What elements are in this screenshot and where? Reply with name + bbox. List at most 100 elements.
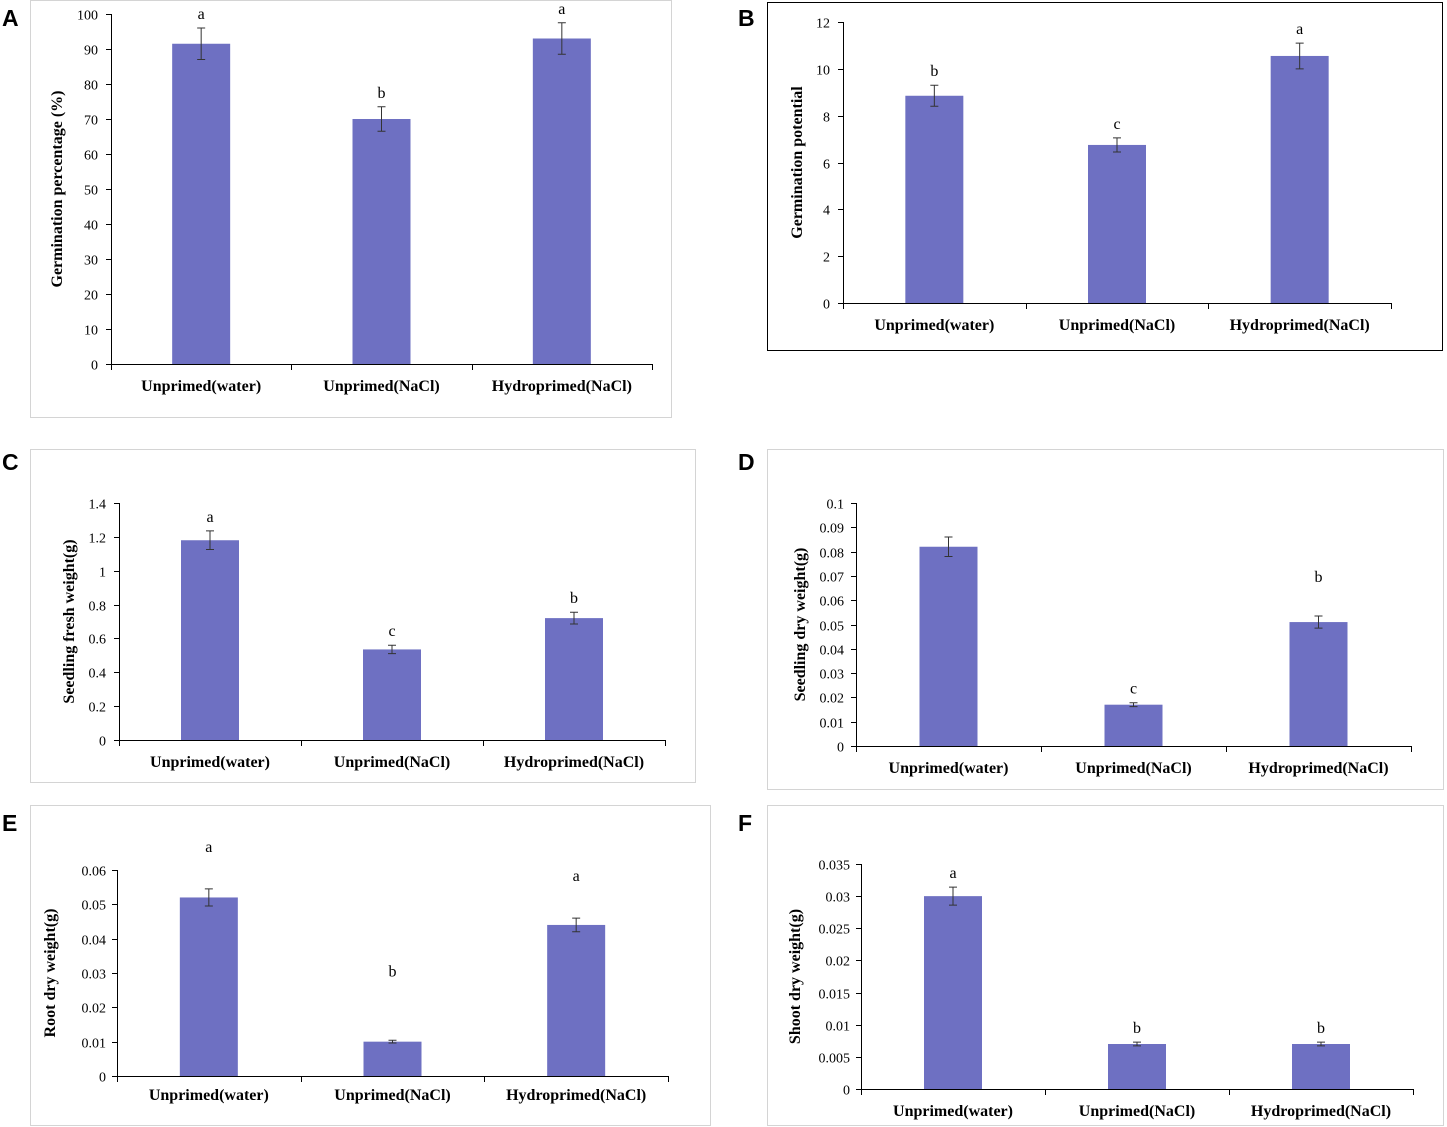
panel-d-ytick-label: 0 bbox=[837, 741, 844, 756]
panel-f-plot: 00.0050.010.0150.020.0250.030.035aUnprim… bbox=[787, 859, 1414, 1121]
panel-e: E 00.010.020.030.040.050.06aUnprimed(wat… bbox=[2, 806, 711, 1126]
panel-e-category-label: Unprimed(NaCl) bbox=[334, 1087, 450, 1104]
panel-c-ytick-label: 0 bbox=[99, 735, 106, 750]
panel-c-bar bbox=[545, 618, 603, 740]
panel-f-ytick-label: 0.01 bbox=[826, 1020, 851, 1035]
panel-a-ytick-label: 10 bbox=[84, 324, 98, 339]
panel-e-bar bbox=[364, 1042, 422, 1076]
panel-b-ytick-label: 0 bbox=[823, 298, 830, 313]
panel-a-letter: A bbox=[2, 5, 19, 31]
panel-b-ytick-label: 2 bbox=[823, 251, 830, 266]
panel-e-significance-label: b bbox=[389, 963, 397, 980]
panel-b-bar bbox=[905, 96, 963, 303]
panel-b-bar bbox=[1271, 56, 1329, 303]
panel-d: D 00.010.020.030.040.050.060.070.080.090… bbox=[738, 449, 1444, 790]
panel-c-letter: C bbox=[2, 449, 19, 475]
panel-e-ytick-label: 0.03 bbox=[82, 968, 107, 983]
panel-d-category-label: Unprimed(NaCl) bbox=[1075, 760, 1191, 777]
panel-f-ytick-label: 0.025 bbox=[819, 923, 851, 938]
panel-a-ytick-label: 50 bbox=[84, 184, 98, 199]
panel-d-ytick-label: 0.05 bbox=[820, 620, 845, 635]
panel-b-ytick-label: 4 bbox=[823, 204, 830, 219]
panel-d-ytick-label: 0.08 bbox=[820, 547, 845, 562]
panel-d-plot: 00.010.020.030.040.050.060.070.080.090.1… bbox=[792, 498, 1412, 778]
panel-d-significance-label: b bbox=[1315, 569, 1323, 586]
panel-d-category-label: Hydroprimed(NaCl) bbox=[1248, 760, 1388, 777]
panel-d-y-axis-title: Seedling dry weight(g) bbox=[792, 548, 809, 702]
panel-f-ytick-label: 0.035 bbox=[819, 859, 851, 874]
panel-e-frame bbox=[31, 806, 711, 1126]
panel-c-significance-label: c bbox=[388, 623, 395, 640]
panel-c-plot: 00.20.40.60.811.21.4aUnprimed(water)cUnp… bbox=[61, 498, 666, 772]
panel-d-category-label: Unprimed(water) bbox=[889, 760, 1009, 777]
panel-c-bar bbox=[363, 649, 421, 740]
panel-f-bar bbox=[924, 896, 982, 1089]
panel-d-ytick-label: 0.1 bbox=[827, 498, 845, 513]
panel-a-ytick-label: 70 bbox=[84, 114, 98, 129]
panel-b-significance-label: b bbox=[930, 63, 938, 80]
panel-e-ytick-label: 0.04 bbox=[82, 934, 107, 949]
panel-f: F 00.0050.010.0150.020.0250.030.035aUnpr… bbox=[738, 806, 1444, 1126]
panel-f-y-axis-title: Shoot dry weight(g) bbox=[787, 909, 804, 1044]
panel-d-significance-label: c bbox=[1130, 681, 1137, 698]
panel-e-significance-label: a bbox=[573, 868, 580, 885]
panel-b: B 024681012bUnprimed(water)cUnprimed(NaC… bbox=[738, 3, 1443, 351]
panel-d-letter: D bbox=[738, 449, 755, 475]
panel-d-bar bbox=[1105, 705, 1163, 746]
panel-a-ytick-label: 40 bbox=[84, 219, 98, 234]
panel-a-plot: 0102030405060708090100aUnprimed(water)bU… bbox=[49, 1, 653, 395]
panel-d-ytick-label: 0.01 bbox=[820, 717, 845, 732]
panel-e-plot: 00.010.020.030.040.050.06aUnprimed(water… bbox=[42, 839, 669, 1104]
panel-a-significance-label: a bbox=[198, 6, 205, 23]
panel-b-bar bbox=[1088, 145, 1146, 303]
panel-f-category-label: Unprimed(NaCl) bbox=[1079, 1103, 1195, 1120]
panel-d-ytick-label: 0.06 bbox=[820, 595, 845, 610]
panel-c-ytick-label: 0.4 bbox=[89, 667, 107, 682]
panel-e-ytick-label: 0.05 bbox=[82, 899, 107, 914]
panel-c-category-label: Hydroprimed(NaCl) bbox=[504, 754, 644, 771]
panel-f-significance-label: b bbox=[1317, 1020, 1325, 1037]
panel-d-ytick-label: 0.02 bbox=[820, 692, 845, 707]
panel-c-ytick-label: 0.6 bbox=[89, 633, 107, 648]
panel-d-ytick-label: 0.04 bbox=[820, 644, 845, 659]
panel-b-y-axis-title: Germination potential bbox=[789, 86, 806, 239]
panel-e-ytick-label: 0 bbox=[99, 1071, 106, 1086]
panel-b-significance-label: a bbox=[1296, 21, 1303, 38]
panel-b-letter: B bbox=[738, 5, 755, 31]
panel-d-ytick-label: 0.07 bbox=[820, 571, 845, 586]
panel-c-category-label: Unprimed(NaCl) bbox=[334, 754, 450, 771]
panel-a-ytick-label: 80 bbox=[84, 79, 98, 94]
panel-a-ytick-label: 60 bbox=[84, 149, 98, 164]
panel-b-significance-label: c bbox=[1113, 116, 1120, 133]
panel-d-ytick-label: 0.03 bbox=[820, 668, 845, 683]
panel-b-category-label: Hydroprimed(NaCl) bbox=[1230, 317, 1370, 334]
panel-d-bar bbox=[1290, 622, 1348, 746]
panel-a-ytick-label: 20 bbox=[84, 289, 98, 304]
panel-a: A 0102030405060708090100aUnprimed(water)… bbox=[2, 1, 672, 418]
panel-f-ytick-label: 0.02 bbox=[826, 955, 851, 970]
panel-f-letter: F bbox=[738, 810, 752, 836]
panel-c: C 00.20.40.60.811.21.4aUnprimed(water)cU… bbox=[2, 449, 696, 783]
panel-a-significance-label: b bbox=[378, 85, 386, 102]
panel-c-significance-label: b bbox=[570, 590, 578, 607]
panel-c-category-label: Unprimed(water) bbox=[150, 754, 270, 771]
panel-c-ytick-label: 1.2 bbox=[89, 532, 107, 547]
panel-c-significance-label: a bbox=[206, 509, 213, 526]
panel-a-ytick-label: 0 bbox=[91, 359, 98, 374]
panel-f-ytick-label: 0.005 bbox=[819, 1052, 851, 1067]
panel-e-category-label: Hydroprimed(NaCl) bbox=[506, 1087, 646, 1104]
panel-f-ytick-label: 0.03 bbox=[826, 891, 851, 906]
panel-d-bar bbox=[920, 547, 978, 746]
panel-f-significance-label: b bbox=[1133, 1020, 1141, 1037]
panel-b-ytick-label: 12 bbox=[816, 17, 830, 32]
panel-f-bar bbox=[1108, 1044, 1166, 1089]
panel-a-category-label: Unprimed(NaCl) bbox=[323, 378, 439, 395]
panel-b-plot: 024681012bUnprimed(water)cUnprimed(NaCl)… bbox=[789, 17, 1392, 335]
panel-e-bar bbox=[180, 897, 238, 1076]
panel-b-ytick-label: 10 bbox=[816, 64, 830, 79]
panel-a-y-axis-title: Germination percentage (%) bbox=[49, 91, 66, 288]
panel-b-category-label: Unprimed(water) bbox=[874, 317, 994, 334]
panel-e-ytick-label: 0.02 bbox=[82, 1002, 107, 1017]
panel-c-ytick-label: 1 bbox=[99, 566, 106, 581]
panel-e-significance-label: a bbox=[205, 839, 212, 856]
